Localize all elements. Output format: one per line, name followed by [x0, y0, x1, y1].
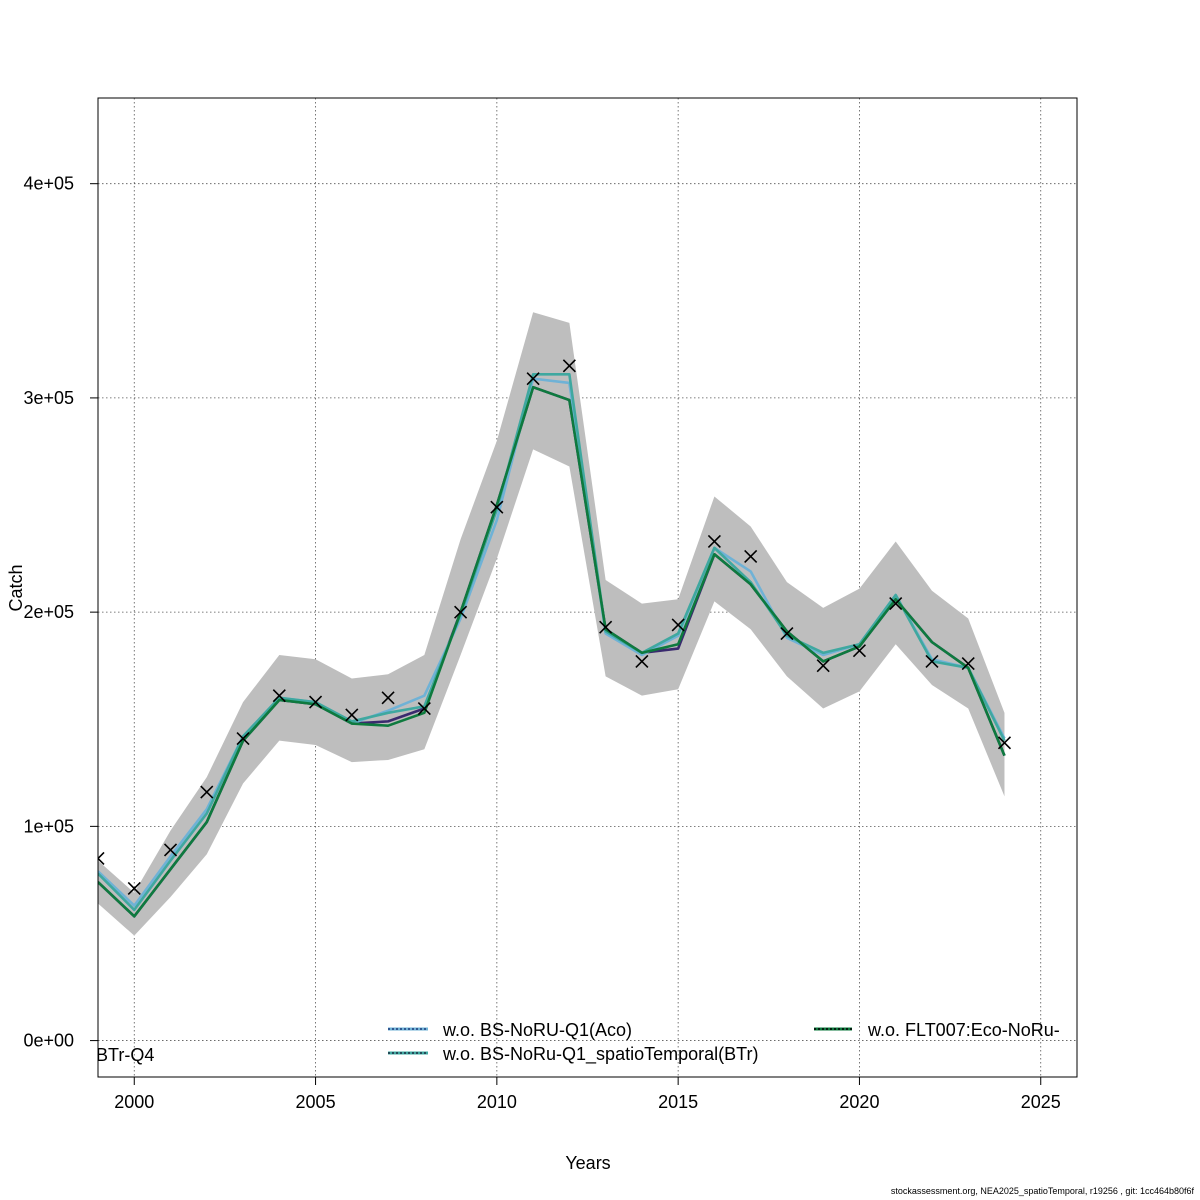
x-tick-label-1: 2005 — [296, 1092, 336, 1112]
observation-point-1 — [127, 881, 141, 896]
grid-lines — [98, 98, 1077, 1077]
x-axis: 2000 2005 2010 2015 2020 2025 — [114, 1077, 1061, 1112]
observation-point-9 — [417, 701, 431, 716]
y-axis: 0e+00 1e+05 2e+05 3e+05 4e+05 — [23, 174, 98, 1051]
legend: w.o. BS-NoRU-Q1(Aco) w.o. BS-NoRu-Q1_spa… — [96, 1020, 1060, 1065]
observation-point-21 — [852, 644, 867, 658]
observation-point-20 — [816, 659, 830, 673]
y-tick-label-3: 3e+05 — [23, 388, 74, 408]
observation-point-17 — [707, 534, 721, 549]
y-tick-label-0: 0e+00 — [23, 1031, 74, 1051]
observation-point-7 — [345, 708, 359, 722]
observation-point-23 — [925, 654, 939, 668]
observation-point-25 — [997, 736, 1012, 750]
y-tick-label-4: 4e+05 — [23, 174, 74, 194]
legend-overflow-text: BTr-Q4 — [96, 1045, 154, 1065]
observation-point-8 — [381, 691, 395, 705]
observation-point-18 — [744, 549, 758, 564]
x-tick-label-0: 2000 — [114, 1092, 154, 1112]
observation-point-6 — [308, 695, 323, 709]
observation-point-2 — [163, 843, 178, 857]
observation-point-10 — [454, 605, 468, 619]
observation-point-4 — [236, 731, 250, 746]
legend-label-flt007: w.o. FLT007:Eco-NoRu- — [867, 1020, 1060, 1040]
observation-point-22 — [889, 597, 903, 611]
legend-entry-aco: w.o. BS-NoRU-Q1(Aco) — [388, 1020, 632, 1040]
observation-markers — [98, 359, 1012, 896]
observation-point-0 — [98, 851, 105, 866]
y-axis-label: Catch — [6, 564, 26, 611]
legend-label-aco: w.o. BS-NoRU-Q1(Aco) — [442, 1020, 632, 1040]
series-line-3 — [98, 385, 1006, 918]
x-tick-label-3: 2015 — [658, 1092, 698, 1112]
observation-point-3 — [200, 785, 214, 799]
observation-point-13 — [562, 359, 576, 373]
observation-point-11 — [490, 500, 504, 514]
observation-point-12 — [526, 372, 540, 386]
observation-point-14 — [599, 620, 613, 634]
y-tick-label-2: 2e+05 — [23, 602, 74, 622]
x-tick-label-2: 2010 — [477, 1092, 517, 1112]
plot-frame — [97, 97, 1078, 1078]
observation-point-19 — [780, 626, 794, 641]
x-tick-label-5: 2025 — [1021, 1092, 1061, 1112]
confidence-band — [98, 312, 1005, 936]
x-tick-label-4: 2020 — [839, 1092, 879, 1112]
legend-entry-flt007: w.o. FLT007:Eco-NoRu- — [814, 1020, 1060, 1040]
legend-entry-btr: w.o. BS-NoRu-Q1_spatioTemporal(BTr) — [388, 1044, 758, 1065]
observation-point-5 — [272, 689, 286, 703]
observation-point-16 — [671, 618, 685, 632]
x-axis-label: Years — [565, 1153, 610, 1173]
footer-credit: stockassessment.org, NEA2025_spatioTempo… — [890, 1186, 1194, 1196]
observation-point-24 — [961, 656, 975, 671]
observation-point-15 — [635, 654, 649, 668]
legend-label-btr: w.o. BS-NoRu-Q1_spatioTemporal(BTr) — [442, 1044, 758, 1065]
y-tick-label-1: 1e+05 — [23, 816, 74, 836]
